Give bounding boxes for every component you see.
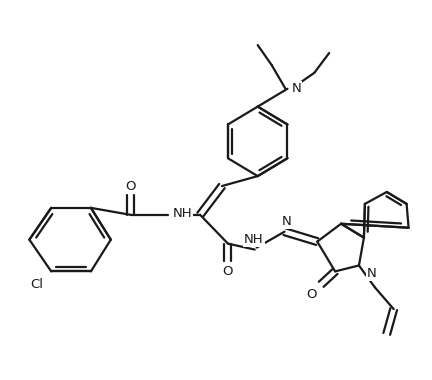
Text: N: N xyxy=(282,215,291,228)
Text: O: O xyxy=(222,265,233,278)
Text: O: O xyxy=(125,179,136,193)
Text: Cl: Cl xyxy=(30,278,43,291)
Text: O: O xyxy=(306,288,317,301)
Text: N: N xyxy=(292,82,301,95)
Text: NH: NH xyxy=(172,207,192,220)
Text: NH: NH xyxy=(244,233,264,246)
Text: N: N xyxy=(367,267,377,280)
